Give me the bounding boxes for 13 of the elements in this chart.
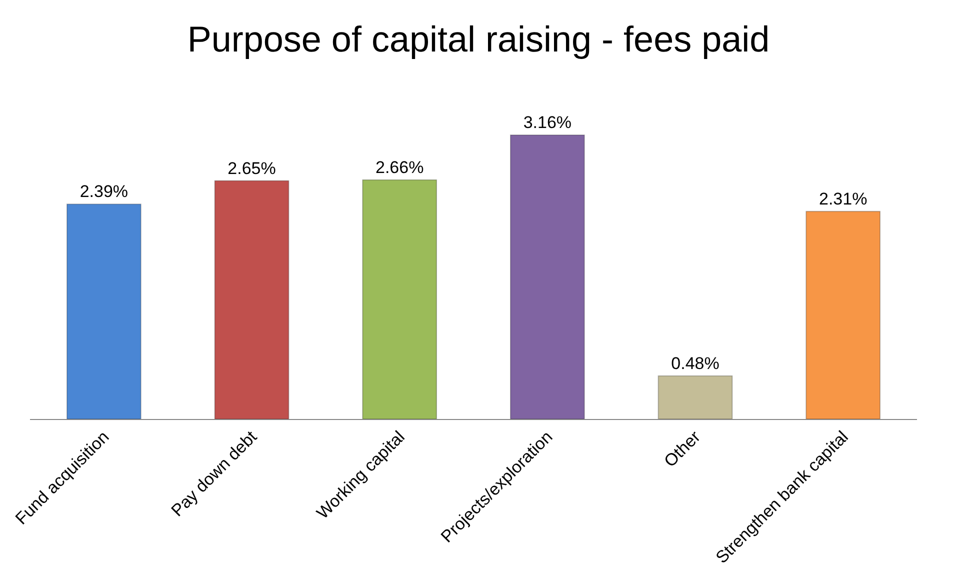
bar	[66, 204, 142, 419]
data-label: 2.66%	[375, 158, 424, 177]
bar	[658, 375, 733, 419]
data-label: 2.31%	[818, 189, 868, 208]
data-label: 0.48%	[671, 354, 720, 373]
bar	[214, 180, 290, 419]
chart-title: Purpose of capital raising - fees paid	[187, 18, 770, 60]
bar	[510, 134, 585, 419]
bar	[806, 210, 881, 419]
data-label: 2.65%	[228, 158, 276, 178]
data-label: 3.16%	[523, 112, 572, 132]
bar	[362, 179, 438, 419]
data-label: 2.39%	[80, 182, 128, 202]
